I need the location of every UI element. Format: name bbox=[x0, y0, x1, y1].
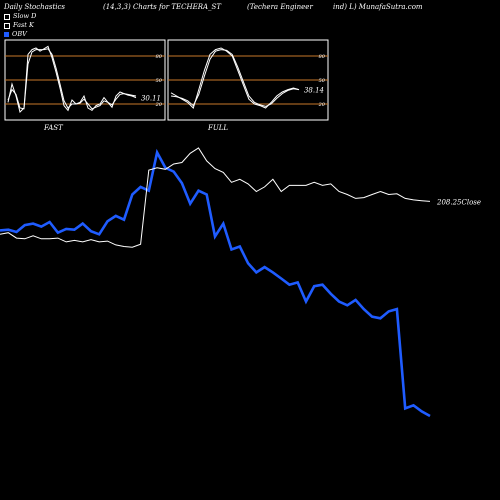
legend-label-obv: OBV bbox=[12, 30, 27, 38]
full-last-value-label: 38.14 bbox=[304, 87, 324, 95]
chart-header-company: (Techera Engineer bbox=[247, 3, 313, 11]
chart-header-left: Daily Stochastics bbox=[4, 3, 66, 11]
fast-level-label-50: 50 bbox=[156, 78, 163, 84]
legend-label-slow-d: Slow D bbox=[13, 12, 37, 20]
fast-slow-d-line bbox=[7, 48, 137, 110]
chart-header-params: (14,3,3) Charts for TECHERA_ST bbox=[103, 3, 221, 11]
obv-line bbox=[0, 148, 431, 418]
full-panel-title: FULL bbox=[207, 124, 228, 132]
full-stochastic-panel: 80 50 20 38.14 FULL bbox=[167, 39, 329, 132]
legend-item-obv: OBV bbox=[4, 30, 36, 39]
fast-panel-title: FAST bbox=[43, 124, 64, 132]
fast-last-value-label: 30.11 bbox=[141, 95, 161, 103]
obv-close-panel: 208.25Close bbox=[0, 147, 481, 418]
full-level-label-50: 50 bbox=[319, 78, 326, 84]
close-last-value-label: 208.25Close bbox=[436, 198, 481, 206]
legend: Slow D Fast K OBV bbox=[4, 12, 36, 39]
fast-fast-k-line bbox=[7, 45, 137, 113]
legend-swatch-obv bbox=[4, 32, 9, 37]
legend-swatch-fast-k bbox=[4, 22, 10, 29]
legend-item-slow-d: Slow D bbox=[4, 12, 36, 21]
legend-item-fast-k: Fast K bbox=[4, 21, 36, 30]
fast-level-label-80: 80 bbox=[156, 54, 163, 60]
close-line bbox=[0, 147, 431, 248]
full-slow-d-line bbox=[170, 49, 300, 107]
legend-label-fast-k: Fast K bbox=[13, 21, 34, 29]
fast-level-label-20: 20 bbox=[155, 102, 163, 108]
full-fast-k-line bbox=[170, 47, 300, 109]
chart-header-site: ind) L) MunafaSutra.com bbox=[333, 3, 423, 11]
full-level-label-80: 80 bbox=[319, 54, 326, 60]
full-level-label-20: 20 bbox=[318, 102, 326, 108]
legend-swatch-slow-d bbox=[4, 13, 10, 20]
